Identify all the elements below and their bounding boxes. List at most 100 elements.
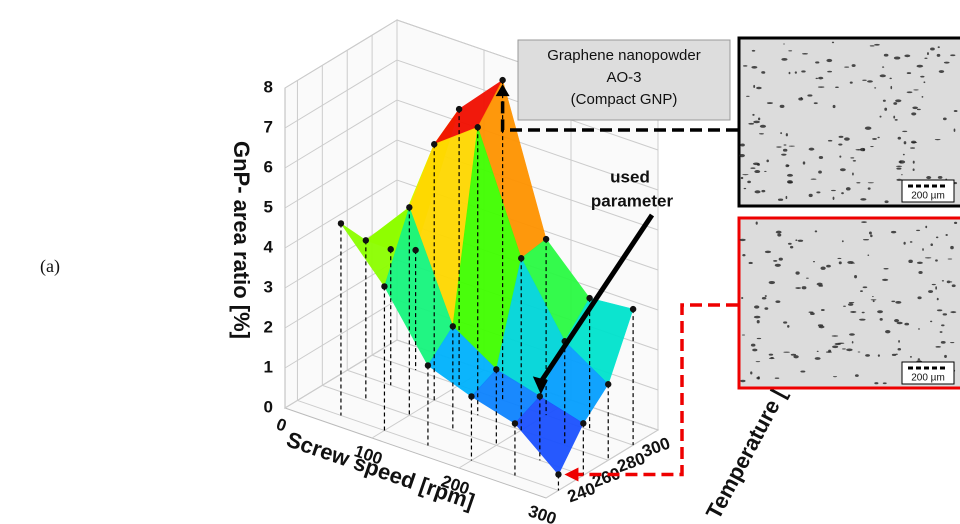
particle — [935, 259, 938, 261]
particle — [936, 346, 941, 348]
particle — [766, 160, 768, 163]
data-point — [555, 471, 561, 477]
particle — [852, 341, 854, 344]
data-point — [412, 247, 418, 253]
particle — [907, 91, 913, 93]
particle — [783, 352, 789, 353]
particle — [776, 146, 781, 147]
particle — [869, 232, 872, 235]
particle — [885, 330, 890, 333]
particle — [917, 262, 923, 264]
particle — [817, 351, 819, 352]
particle — [850, 157, 854, 158]
particle — [950, 342, 954, 343]
particle — [757, 338, 762, 339]
particle — [895, 301, 901, 304]
particle — [826, 265, 831, 268]
particle — [852, 64, 856, 67]
particle — [844, 137, 850, 140]
particle — [846, 187, 851, 190]
particle — [783, 321, 787, 323]
particle — [813, 261, 815, 262]
data-point — [425, 362, 431, 368]
particle — [756, 221, 758, 224]
particle — [832, 42, 834, 44]
particle — [838, 144, 842, 146]
particle — [815, 230, 818, 232]
particle — [790, 246, 793, 249]
panel-label: (a) — [40, 256, 60, 277]
data-point — [518, 255, 524, 261]
z-tick-label: 3 — [264, 277, 273, 296]
particle — [863, 239, 869, 240]
particle — [832, 346, 838, 349]
particle — [917, 296, 921, 299]
particle — [924, 58, 927, 59]
particle — [863, 148, 865, 151]
particle — [928, 290, 933, 293]
particle — [814, 102, 818, 104]
particle — [954, 110, 958, 112]
data-point — [605, 381, 611, 387]
particle — [802, 53, 808, 55]
particle — [811, 179, 817, 180]
particle — [891, 231, 896, 233]
particle — [838, 343, 844, 344]
particle — [893, 102, 897, 105]
particle — [841, 192, 844, 194]
particle — [752, 50, 755, 52]
particle — [807, 94, 812, 96]
particle — [764, 171, 767, 172]
particle — [903, 154, 905, 156]
z-tick-label: 4 — [264, 237, 274, 256]
particle — [856, 182, 860, 183]
particle — [788, 50, 792, 51]
particle — [870, 45, 875, 46]
particle — [833, 376, 837, 377]
particle — [913, 168, 915, 171]
particle — [742, 254, 745, 256]
particle — [883, 382, 887, 384]
particle — [787, 165, 790, 166]
figure: (a) 0123456780100200300240260280300GnP- … — [0, 0, 960, 524]
particle — [833, 197, 835, 200]
particle — [899, 160, 906, 163]
particle — [894, 56, 901, 59]
particle — [762, 297, 767, 299]
particle — [904, 54, 910, 57]
particle — [779, 258, 783, 261]
particle — [839, 136, 844, 138]
particle — [809, 312, 814, 313]
data-point — [537, 393, 543, 399]
particle — [935, 139, 941, 140]
particle — [795, 71, 797, 73]
particle — [756, 87, 762, 89]
particle — [907, 72, 911, 74]
particle — [783, 43, 785, 44]
particle — [843, 306, 846, 307]
particle — [930, 48, 935, 51]
z-tick-label: 5 — [264, 197, 273, 216]
particle — [861, 221, 867, 223]
particle — [821, 309, 825, 311]
particle — [760, 125, 766, 128]
data-point — [381, 283, 387, 289]
data-point — [543, 236, 549, 242]
particle — [773, 260, 777, 262]
particle — [832, 335, 839, 336]
particle — [765, 295, 767, 297]
particle — [818, 285, 823, 287]
particle — [918, 358, 920, 360]
particle — [862, 312, 865, 313]
particle — [910, 241, 913, 243]
particle — [852, 172, 854, 175]
particle — [901, 174, 903, 175]
particle — [918, 271, 922, 274]
particle — [753, 121, 760, 124]
particle — [816, 191, 820, 193]
particle — [936, 237, 938, 239]
particle — [920, 76, 924, 78]
particle — [917, 109, 921, 110]
particle — [927, 52, 929, 55]
particle — [783, 144, 786, 145]
